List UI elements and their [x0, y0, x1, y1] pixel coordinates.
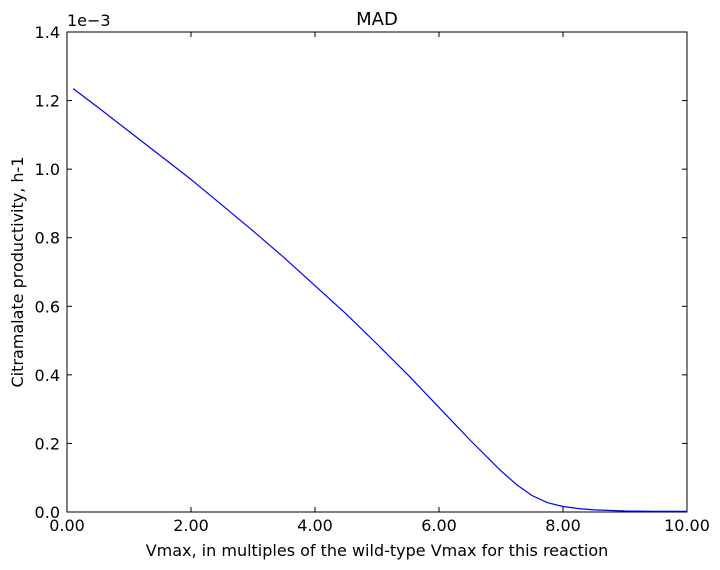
- y-axis-label: Citramalate productivity, h-1: [8, 156, 27, 387]
- x-tick-label: 2.00: [173, 516, 209, 535]
- chart-title: MAD: [356, 9, 398, 30]
- x-tick-label: 0.00: [49, 516, 85, 535]
- axis-ticks: 0.00 2.00 4.00 6.00 8.00 10.00 0.0 0.2 0.4 0.6 0.8…: [35, 23, 710, 535]
- y-tick-label: 0.8: [35, 229, 60, 248]
- x-axis-label: Vmax, in multiples of the wild-type Vmax…: [146, 541, 609, 560]
- y-offset-label: 1e−3: [67, 11, 111, 30]
- x-tick-label: 4.00: [297, 516, 333, 535]
- series-group: [72, 88, 687, 512]
- y-tick-label: 0.4: [35, 366, 60, 385]
- y-tick-label: 0.6: [35, 297, 60, 316]
- x-tick-label: 6.00: [421, 516, 457, 535]
- series-line: [72, 88, 687, 512]
- y-tick-label: 0.0: [35, 503, 60, 522]
- y-tick-label: 1.2: [35, 92, 60, 111]
- plot-area-frame: [66, 31, 688, 513]
- x-tick-label: 8.00: [545, 516, 581, 535]
- y-tick-label: 1.0: [35, 160, 60, 179]
- x-tick-label: 10.00: [664, 516, 710, 535]
- y-tick-label: 1.4: [35, 23, 60, 42]
- y-tick-label: 0.2: [35, 434, 60, 453]
